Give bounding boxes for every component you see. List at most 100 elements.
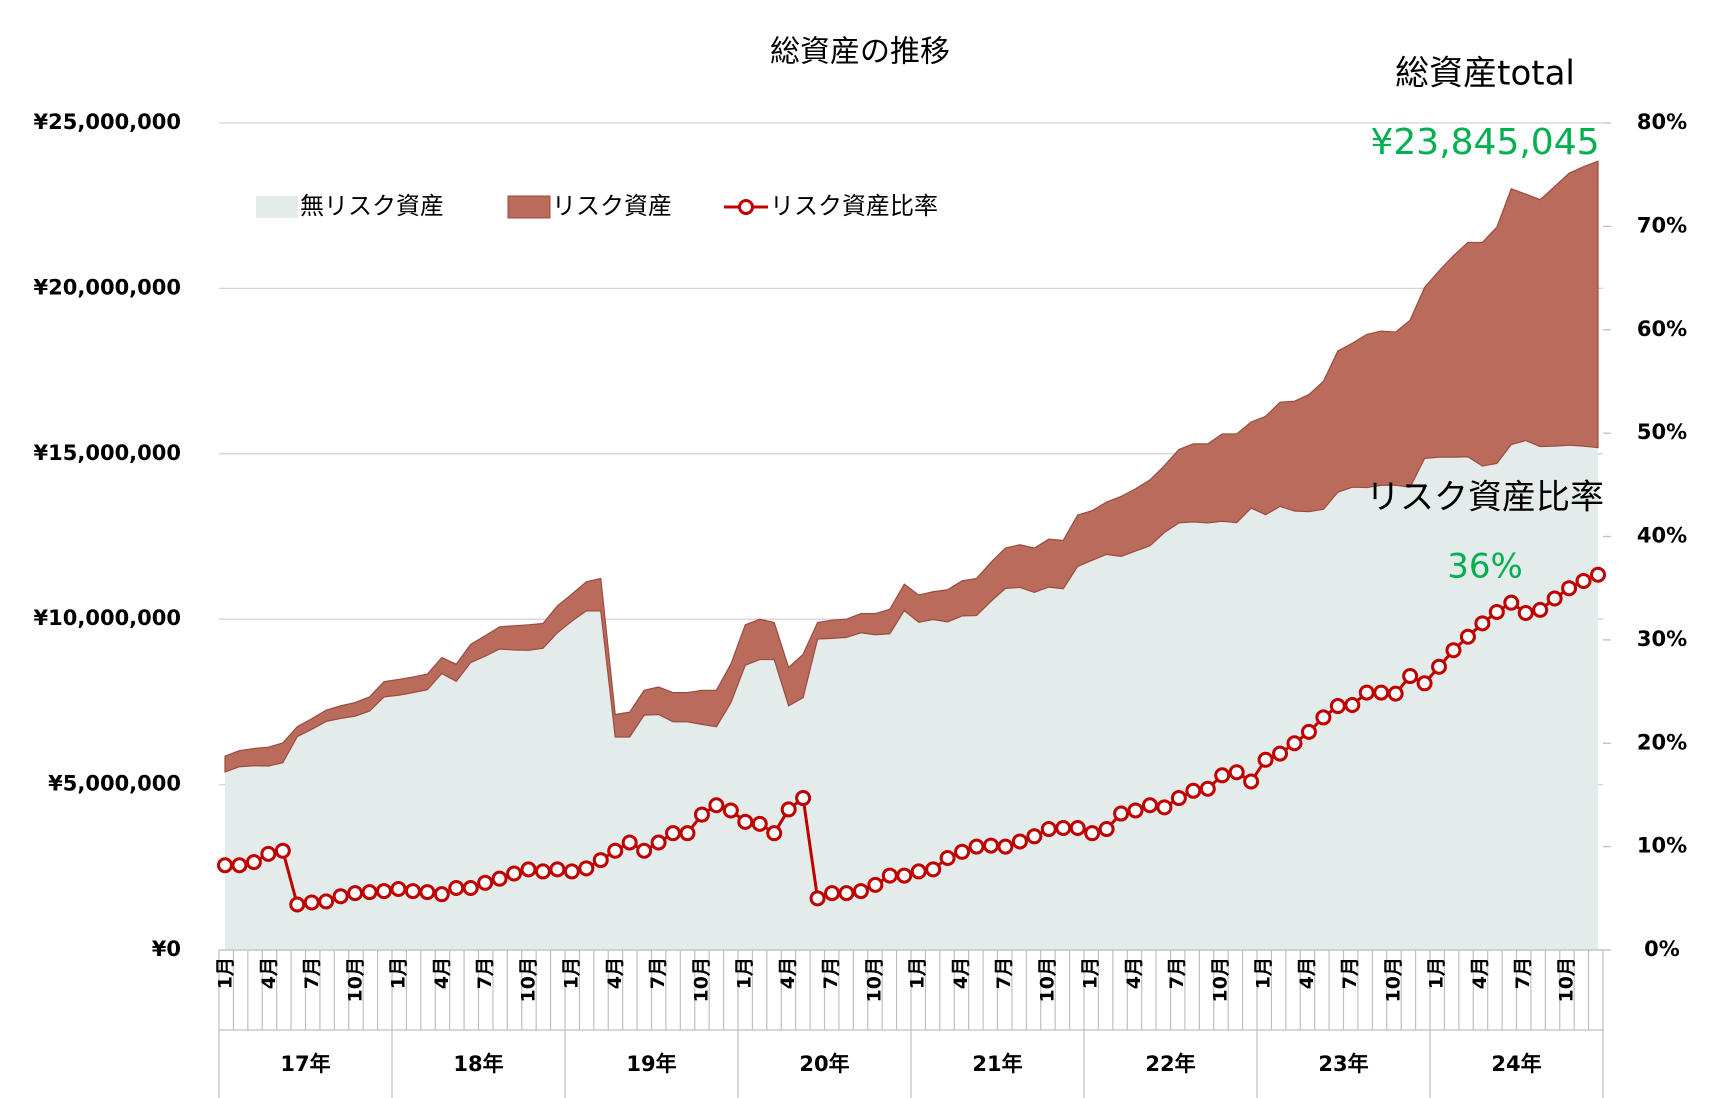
marker [1084, 825, 1101, 842]
marker [968, 838, 985, 855]
marker [433, 886, 450, 903]
marker [1344, 697, 1361, 714]
x-tick-label: 1月 [1253, 957, 1275, 989]
marker [260, 845, 277, 862]
x-tick-label: 7月 [474, 957, 496, 989]
marker [1329, 698, 1346, 715]
marker [462, 879, 479, 896]
marker [404, 883, 421, 900]
marker [1069, 820, 1086, 837]
marker [1575, 572, 1592, 589]
marker [1546, 590, 1563, 607]
marker [1243, 773, 1260, 790]
x-tick-label: 10月 [1036, 957, 1058, 1002]
marker [1127, 802, 1144, 819]
marker [274, 842, 291, 859]
x-group-label: 18年 [453, 1052, 503, 1076]
x-group-label: 20年 [799, 1052, 849, 1076]
marker [1199, 780, 1216, 797]
marker [563, 863, 580, 880]
marker [621, 834, 638, 851]
y-tick-label: ¥25,000,000 [34, 110, 181, 134]
marker [1170, 790, 1187, 807]
marker [881, 867, 898, 884]
marker [751, 815, 768, 832]
x-tick-label: 7月 [820, 957, 842, 989]
marker [1358, 684, 1375, 701]
area [224, 160, 1599, 773]
marker [1257, 751, 1274, 768]
marker [896, 867, 913, 884]
marker [708, 797, 725, 814]
marker [636, 842, 653, 859]
marker [1141, 797, 1158, 814]
x-tick-label: 7月 [301, 957, 323, 989]
y2-tick-label: 70% [1637, 213, 1687, 237]
x-tick-label: 4月 [777, 957, 799, 989]
y-tick-label: ¥10,000,000 [34, 606, 181, 630]
marker [1459, 628, 1476, 645]
marker [1113, 805, 1130, 822]
marker [217, 857, 233, 874]
annotation: 総資産total [1395, 54, 1575, 94]
marker [245, 854, 262, 871]
marker [1156, 799, 1173, 816]
marker [477, 874, 494, 891]
marker [1026, 828, 1043, 845]
marker [910, 863, 927, 880]
x-group-label: 19年 [626, 1052, 676, 1076]
legend-swatch [256, 196, 298, 218]
marker [549, 861, 566, 878]
x-tick-label: 1月 [734, 957, 756, 989]
x-tick-label: 1月 [388, 957, 410, 989]
marker [925, 861, 942, 878]
marker [1590, 566, 1606, 583]
x-tick-label: 1月 [561, 957, 583, 989]
y-tick-label: ¥15,000,000 [34, 441, 181, 465]
marker [1300, 723, 1317, 740]
marker [1402, 668, 1419, 685]
area [225, 440, 1598, 950]
x-group-label: 22年 [1145, 1052, 1195, 1076]
marker [1474, 615, 1491, 632]
x-tick-label: 10月 [863, 957, 885, 1002]
x-tick-label: 1月 [1080, 957, 1102, 989]
x-tick-label: 10月 [1382, 957, 1404, 1002]
legend-label: 無リスク資産 [300, 192, 444, 220]
y2-tick-label: 40% [1637, 524, 1687, 548]
marker [419, 884, 436, 901]
x-tick-label: 4月 [1123, 957, 1145, 989]
marker [1228, 764, 1245, 781]
x-group-label: 17年 [280, 1052, 330, 1076]
marker [1272, 745, 1289, 762]
x-tick-label: 4月 [950, 957, 972, 989]
marker [231, 857, 248, 874]
marker [766, 825, 783, 842]
marker [795, 790, 812, 807]
marker [1214, 767, 1231, 784]
marker [1185, 782, 1202, 799]
marker [361, 884, 378, 901]
x-group-label: 21年 [972, 1052, 1022, 1076]
marker [693, 806, 710, 823]
marker [578, 860, 595, 877]
marker [1431, 658, 1448, 675]
x-tick-label: 7月 [1339, 957, 1361, 989]
marker [838, 885, 855, 902]
x-tick-label: 10月 [344, 957, 366, 1002]
marker [318, 893, 335, 910]
marker [592, 852, 609, 869]
x-tick-label: 7月 [647, 957, 669, 989]
marker [332, 888, 349, 905]
x-tick-label: 4月 [1469, 957, 1491, 989]
x-tick-label: 7月 [1166, 957, 1188, 989]
y2-tick-label: 0% [1644, 937, 1680, 961]
x-tick-label: 4月 [604, 957, 626, 989]
marker [1011, 833, 1028, 850]
x-tick-label: 10月 [690, 957, 712, 1002]
annotation: リスク資産比率 [1366, 478, 1604, 518]
y-tick-label: ¥0 [152, 937, 181, 961]
x-tick-label: 4月 [258, 957, 280, 989]
legend-swatch [738, 199, 754, 215]
